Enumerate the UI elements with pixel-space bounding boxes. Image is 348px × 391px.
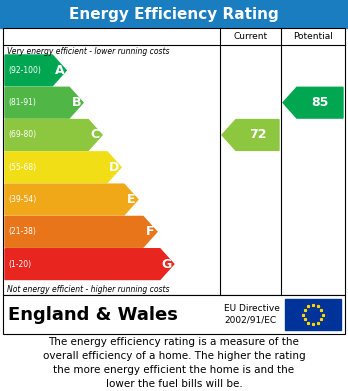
Polygon shape xyxy=(5,184,138,215)
Polygon shape xyxy=(222,120,279,151)
Polygon shape xyxy=(283,87,343,118)
Polygon shape xyxy=(5,152,121,183)
Text: Very energy efficient - lower running costs: Very energy efficient - lower running co… xyxy=(7,47,169,56)
Text: E: E xyxy=(127,193,135,206)
Text: (55-68): (55-68) xyxy=(8,163,36,172)
Text: G: G xyxy=(162,258,172,271)
Polygon shape xyxy=(5,87,83,118)
Text: Not energy efficient - higher running costs: Not energy efficient - higher running co… xyxy=(7,285,169,294)
Text: (81-91): (81-91) xyxy=(8,98,36,107)
Text: The energy efficiency rating is a measure of the
overall efficiency of a home. T: The energy efficiency rating is a measur… xyxy=(43,337,305,389)
Text: (69-80): (69-80) xyxy=(8,131,36,140)
Text: EU Directive
2002/91/EC: EU Directive 2002/91/EC xyxy=(224,304,280,325)
Bar xyxy=(3,28,345,295)
Bar xyxy=(285,299,341,330)
Polygon shape xyxy=(5,55,66,86)
Text: Energy Efficiency Rating: Energy Efficiency Rating xyxy=(69,7,279,22)
Text: (39-54): (39-54) xyxy=(8,195,36,204)
Polygon shape xyxy=(5,217,157,247)
Text: Potential: Potential xyxy=(293,32,333,41)
Text: 85: 85 xyxy=(311,96,329,109)
Bar xyxy=(0,0,348,28)
Text: (21-38): (21-38) xyxy=(8,227,36,236)
Text: D: D xyxy=(109,161,119,174)
Polygon shape xyxy=(5,249,174,280)
Text: (92-100): (92-100) xyxy=(8,66,41,75)
Bar xyxy=(3,295,345,334)
Text: 72: 72 xyxy=(249,129,266,142)
Text: (1-20): (1-20) xyxy=(8,260,31,269)
Text: Current: Current xyxy=(234,32,268,41)
Polygon shape xyxy=(5,120,102,151)
Text: A: A xyxy=(54,64,64,77)
Text: C: C xyxy=(90,129,100,142)
Text: England & Wales: England & Wales xyxy=(8,305,178,323)
Text: B: B xyxy=(71,96,81,109)
Text: F: F xyxy=(146,225,154,239)
